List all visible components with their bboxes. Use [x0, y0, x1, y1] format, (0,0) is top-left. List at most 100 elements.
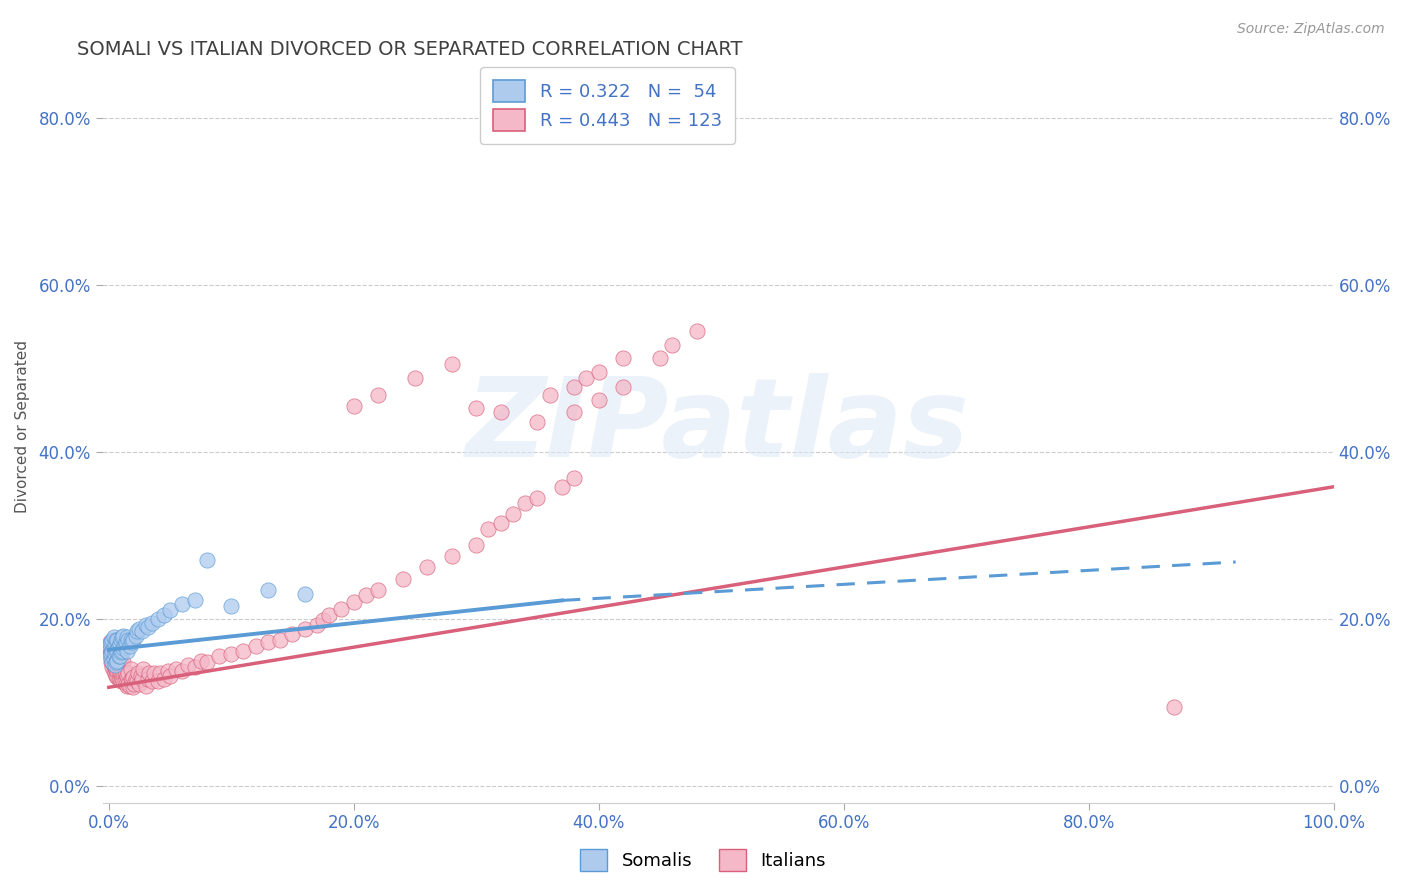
Point — [114, 639, 136, 653]
Point — [111, 662, 134, 676]
Point — [136, 672, 159, 686]
Point — [101, 643, 124, 657]
Point — [219, 647, 242, 661]
Point — [159, 668, 181, 682]
Point — [110, 632, 132, 647]
Point — [98, 637, 121, 651]
Point — [245, 639, 267, 653]
Point — [108, 672, 131, 686]
Point — [440, 357, 463, 371]
Point — [121, 672, 143, 686]
Point — [128, 677, 150, 691]
Point — [208, 649, 231, 664]
Point — [108, 637, 131, 651]
Point — [105, 643, 128, 657]
Point — [465, 401, 488, 416]
Point — [562, 471, 585, 485]
Point — [465, 538, 488, 552]
Point — [153, 607, 176, 622]
Point — [538, 388, 561, 402]
Text: SOMALI VS ITALIAN DIVORCED OR SEPARATED CORRELATION CHART: SOMALI VS ITALIAN DIVORCED OR SEPARATED … — [77, 40, 742, 59]
Point — [190, 654, 212, 668]
Point — [110, 666, 132, 681]
Point — [404, 371, 426, 385]
Point — [526, 416, 548, 430]
Point — [562, 404, 585, 418]
Point — [110, 645, 132, 659]
Point — [103, 640, 125, 655]
Point — [114, 674, 136, 689]
Point — [172, 597, 194, 611]
Point — [367, 388, 389, 402]
Point — [232, 643, 254, 657]
Text: Source: ZipAtlas.com: Source: ZipAtlas.com — [1237, 22, 1385, 37]
Point — [122, 632, 145, 647]
Point — [112, 655, 135, 669]
Point — [101, 655, 124, 669]
Point — [257, 582, 280, 597]
Point — [367, 582, 389, 597]
Point — [294, 587, 316, 601]
Point — [117, 677, 139, 691]
Point — [112, 640, 135, 655]
Point — [136, 620, 159, 634]
Point — [107, 639, 129, 653]
Point — [115, 679, 138, 693]
Legend: R = 0.322   N =  54, R = 0.443   N = 123: R = 0.322 N = 54, R = 0.443 N = 123 — [481, 67, 734, 144]
Point — [562, 379, 585, 393]
Point — [1163, 699, 1185, 714]
Point — [107, 672, 129, 686]
Point — [103, 645, 125, 659]
Point — [115, 668, 138, 682]
Point — [111, 630, 134, 644]
Point — [125, 674, 148, 689]
Point — [515, 496, 537, 510]
Point — [100, 635, 122, 649]
Point — [104, 647, 127, 661]
Point — [105, 664, 128, 678]
Point — [100, 643, 122, 657]
Point — [489, 516, 512, 530]
Point — [343, 595, 366, 609]
Point — [294, 622, 316, 636]
Point — [111, 643, 134, 657]
Point — [124, 677, 146, 691]
Legend: Somalis, Italians: Somalis, Italians — [572, 842, 834, 879]
Point — [117, 632, 139, 647]
Y-axis label: Divorced or Separated: Divorced or Separated — [15, 340, 30, 513]
Point — [110, 655, 132, 669]
Point — [281, 627, 304, 641]
Point — [104, 654, 127, 668]
Point — [98, 647, 121, 661]
Point — [103, 630, 125, 644]
Point — [115, 666, 138, 681]
Point — [146, 674, 169, 689]
Point — [117, 666, 139, 681]
Point — [105, 670, 128, 684]
Point — [104, 637, 127, 651]
Point — [115, 643, 138, 657]
Point — [104, 657, 127, 672]
Point — [115, 630, 138, 644]
Point — [183, 593, 205, 607]
Point — [101, 660, 124, 674]
Point — [141, 615, 163, 630]
Point — [111, 672, 134, 686]
Point — [115, 677, 138, 691]
Point — [269, 632, 291, 647]
Point — [118, 639, 141, 653]
Point — [98, 640, 121, 655]
Point — [121, 635, 143, 649]
Point — [125, 672, 148, 686]
Point — [129, 668, 152, 682]
Point — [146, 612, 169, 626]
Point — [219, 599, 242, 614]
Point — [661, 338, 683, 352]
Point — [103, 652, 125, 666]
Point — [354, 588, 377, 602]
Point — [416, 560, 439, 574]
Point — [172, 664, 194, 678]
Point — [101, 649, 124, 664]
Point — [110, 674, 132, 689]
Point — [108, 662, 131, 676]
